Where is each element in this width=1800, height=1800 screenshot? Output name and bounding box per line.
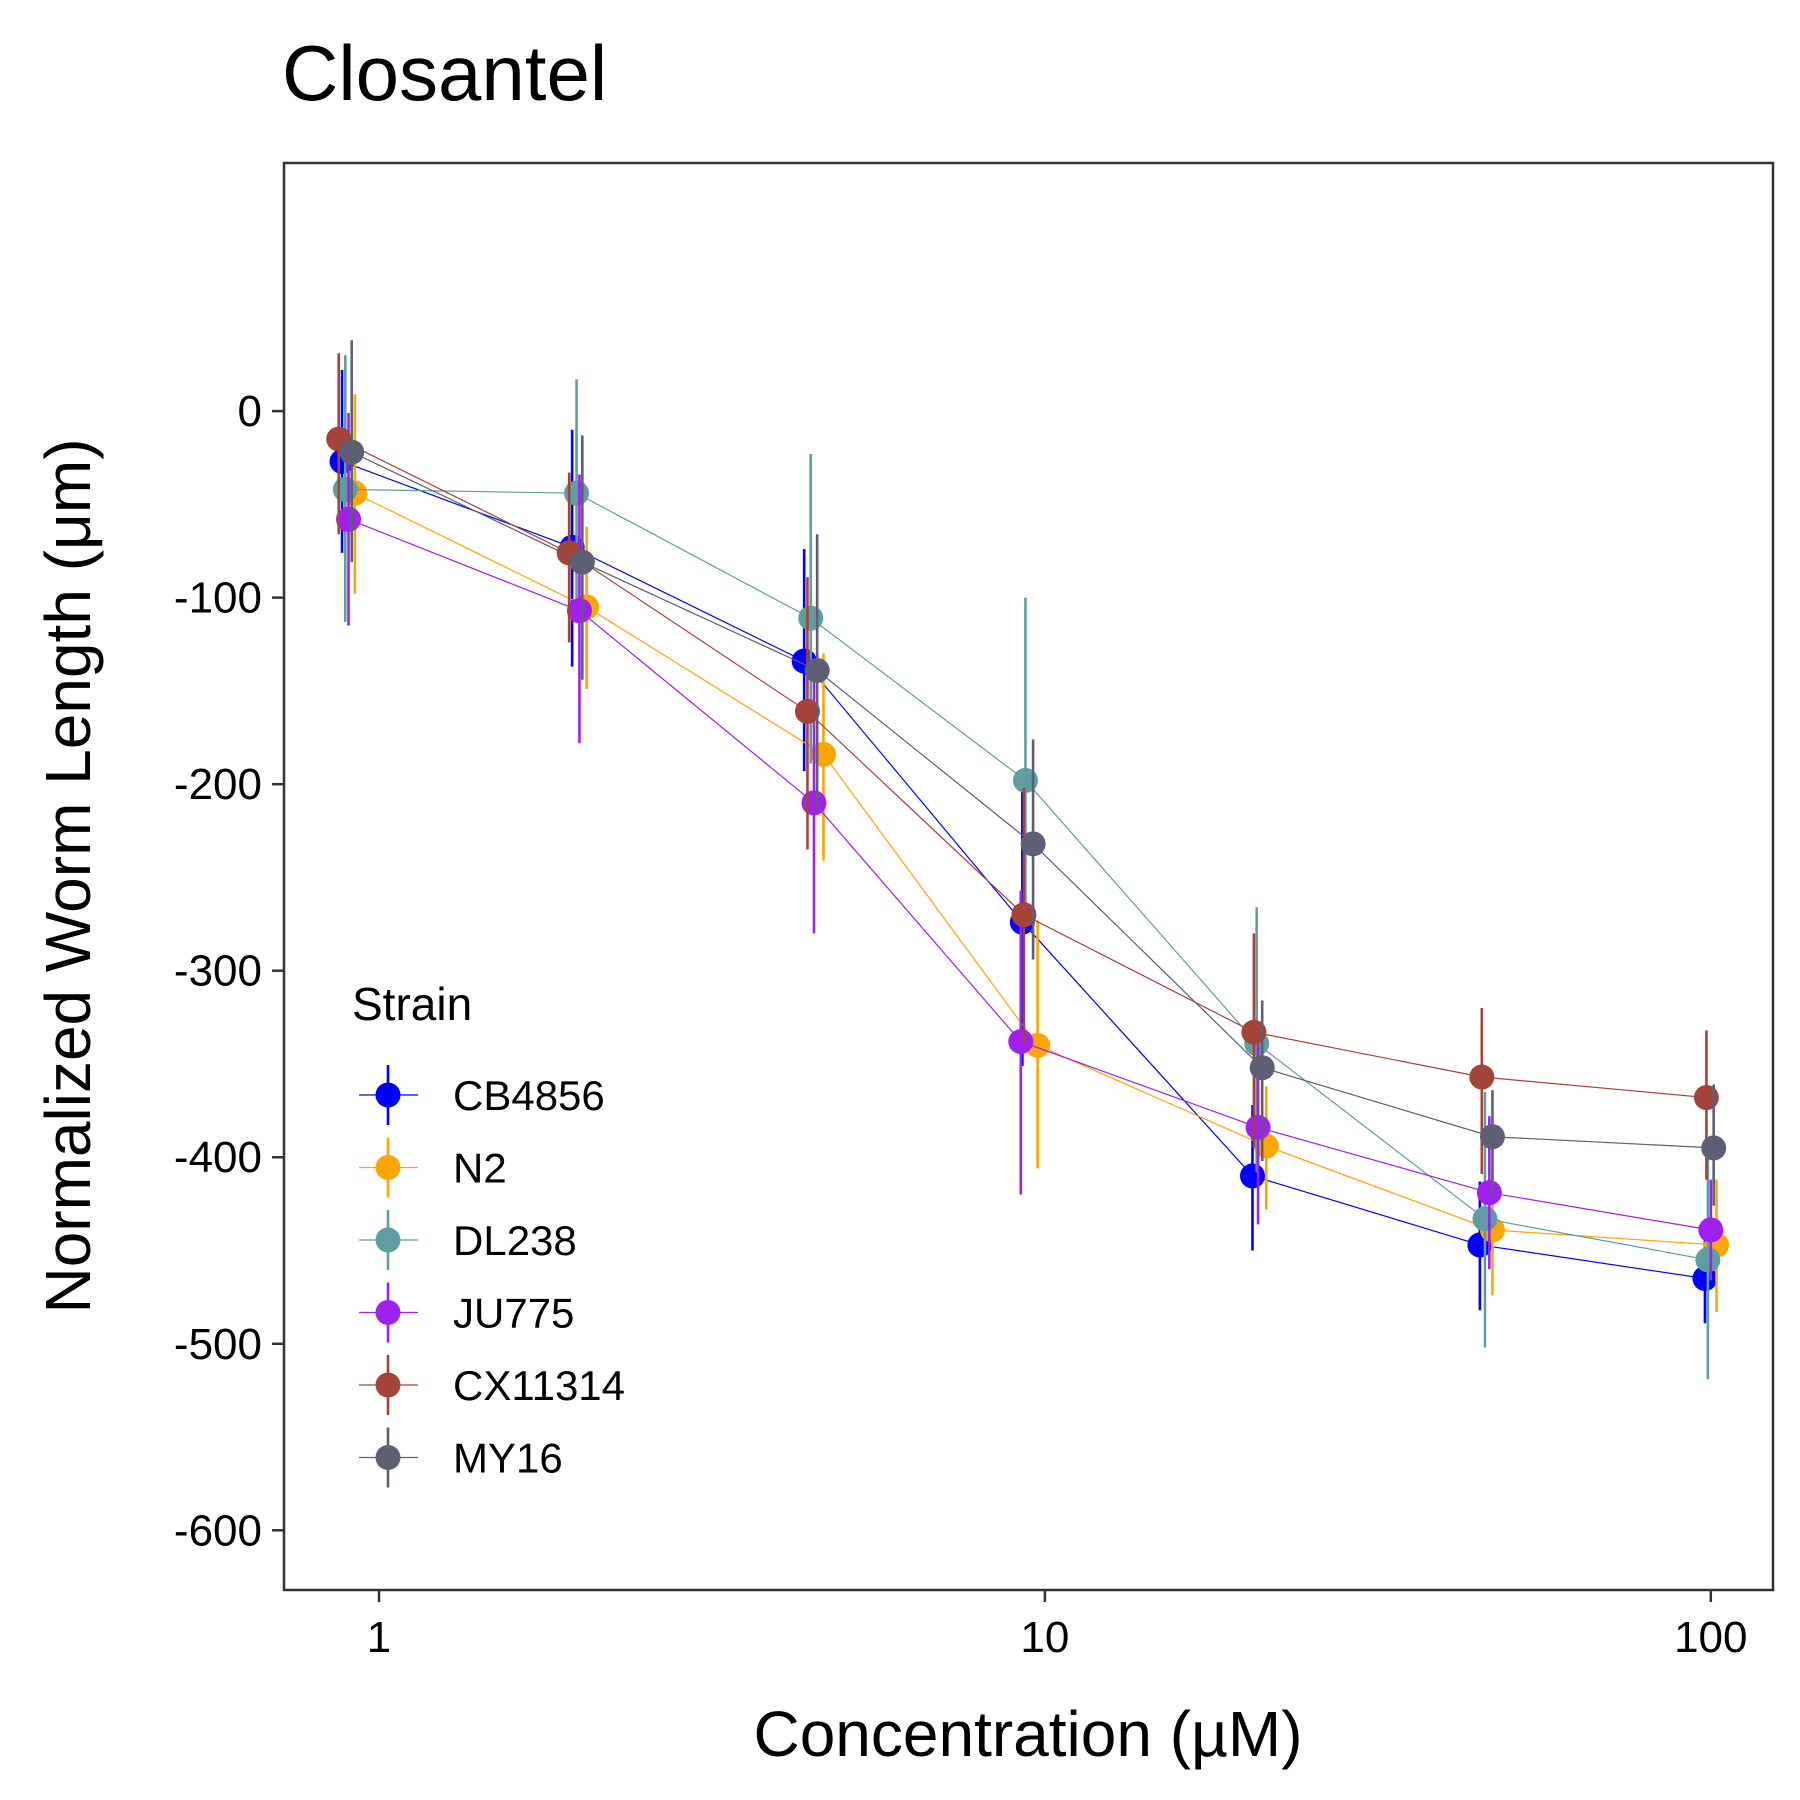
y-tick-label: -600 [174, 1506, 262, 1555]
x-axis: 1 10 100 [367, 1590, 1748, 1662]
data-point [336, 506, 362, 532]
data-point [1020, 831, 1046, 857]
data-point [1698, 1217, 1724, 1243]
legend-marker [375, 1300, 401, 1325]
legend-label: N2 [453, 1145, 507, 1192]
data-point [1012, 767, 1038, 793]
legend-label: DL238 [453, 1217, 577, 1264]
data-point [1701, 1135, 1727, 1161]
data-point [798, 605, 824, 631]
legend-label: CX11314 [453, 1362, 625, 1409]
data-point [339, 439, 365, 465]
y-axis: 0 -100 -200 -300 -400 -500 -600 [174, 387, 284, 1555]
data-point [804, 657, 830, 683]
data-point [566, 598, 592, 624]
series-CX11314 [326, 353, 1719, 1180]
data-point [1241, 1019, 1267, 1045]
plot-panel [282, 161, 1775, 1592]
data-point [1253, 1133, 1279, 1159]
legend-marker [375, 1155, 401, 1180]
y-tick-label: -100 [174, 574, 262, 623]
y-tick-label: -500 [174, 1320, 262, 1369]
data-point [564, 480, 590, 506]
data-point [1695, 1247, 1721, 1273]
data-point [569, 549, 595, 575]
data-point [1239, 1163, 1265, 1189]
legend-item-DL238: DL238 [359, 1210, 577, 1270]
data-point [1472, 1206, 1498, 1232]
legend-item-CB4856: CB4856 [359, 1065, 605, 1125]
x-tick-label: 1 [367, 1613, 391, 1662]
x-axis-title: Concentration (µM) [753, 1698, 1302, 1770]
x-tick-label: 100 [1674, 1613, 1747, 1662]
legend-marker [375, 1227, 401, 1253]
legend: Strain CB4856 N2 DL238 JU775 CX11314 MY16 [352, 978, 625, 1488]
x-tick-label: 10 [1020, 1613, 1069, 1662]
y-tick-label: -300 [174, 947, 262, 996]
y-axis-title: Normalized Worm Length (μm) [32, 438, 104, 1313]
legend-label: MY16 [453, 1435, 563, 1482]
y-tick-label: -400 [174, 1133, 262, 1182]
legend-label: JU775 [453, 1290, 574, 1337]
data-point [1479, 1124, 1505, 1150]
chart-title: Closantel [282, 29, 607, 117]
legend-item-CX11314: CX11314 [359, 1355, 625, 1415]
legend-item-JU775: JU775 [359, 1282, 574, 1343]
series-MY16 [339, 340, 1727, 1206]
data-point [332, 476, 358, 502]
y-tick-label: 0 [238, 387, 262, 436]
legend-marker [375, 1372, 401, 1398]
y-tick-label: -200 [174, 760, 262, 809]
series-layer [326, 340, 1730, 1380]
series-DL238 [332, 355, 1721, 1380]
data-point [1476, 1180, 1502, 1206]
legend-marker [375, 1445, 401, 1470]
data-point [801, 790, 827, 816]
data-point [1011, 902, 1037, 928]
data-point [1469, 1064, 1495, 1090]
legend-title: Strain [352, 978, 472, 1030]
data-point [1008, 1029, 1034, 1055]
legend-label: CB4856 [453, 1072, 605, 1119]
data-point [1245, 1114, 1271, 1140]
data-point [794, 698, 820, 724]
data-point [1249, 1055, 1275, 1081]
legend-item-N2: N2 [359, 1137, 507, 1198]
legend-marker [375, 1082, 401, 1108]
data-point [1693, 1085, 1719, 1111]
legend-item-MY16: MY16 [359, 1427, 563, 1488]
